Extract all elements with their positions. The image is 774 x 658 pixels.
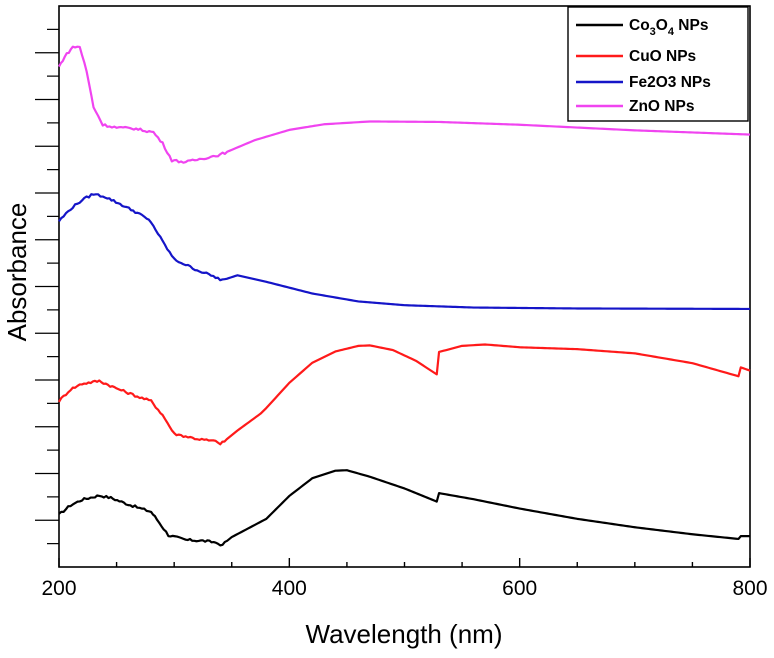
x-axis-ticks: 200 400 600 800 <box>41 558 768 600</box>
legend-label-fe2o3: Fe2O3 NPs <box>629 74 711 91</box>
x-tick-label: 600 <box>502 577 537 600</box>
legend-label-cuo: CuO NPs <box>629 48 696 65</box>
legend-box <box>567 6 749 122</box>
legend-label-co3o4: Co3O4 NPs <box>629 17 708 38</box>
series-line-fe2o3-nps <box>58 193 751 311</box>
y-axis-ticks <box>35 28 59 545</box>
x-axis-title: Wavelength (nm) <box>306 619 503 649</box>
series-line-zno-nps <box>58 45 751 164</box>
legend: Co3O4 NPs CuO NPs Fe2O3 NPs ZnO NPs <box>567 6 749 122</box>
x-tick-label: 200 <box>41 577 76 600</box>
legend-label-zno: ZnO NPs <box>629 98 694 115</box>
x-tick-label: 400 <box>272 577 307 600</box>
y-axis-title: Absorbance <box>2 203 32 342</box>
series-line-co3o4-nps <box>58 469 750 547</box>
series-lines <box>58 45 751 547</box>
x-tick-label: 800 <box>732 577 767 600</box>
series-line-cuo-nps <box>58 343 751 446</box>
